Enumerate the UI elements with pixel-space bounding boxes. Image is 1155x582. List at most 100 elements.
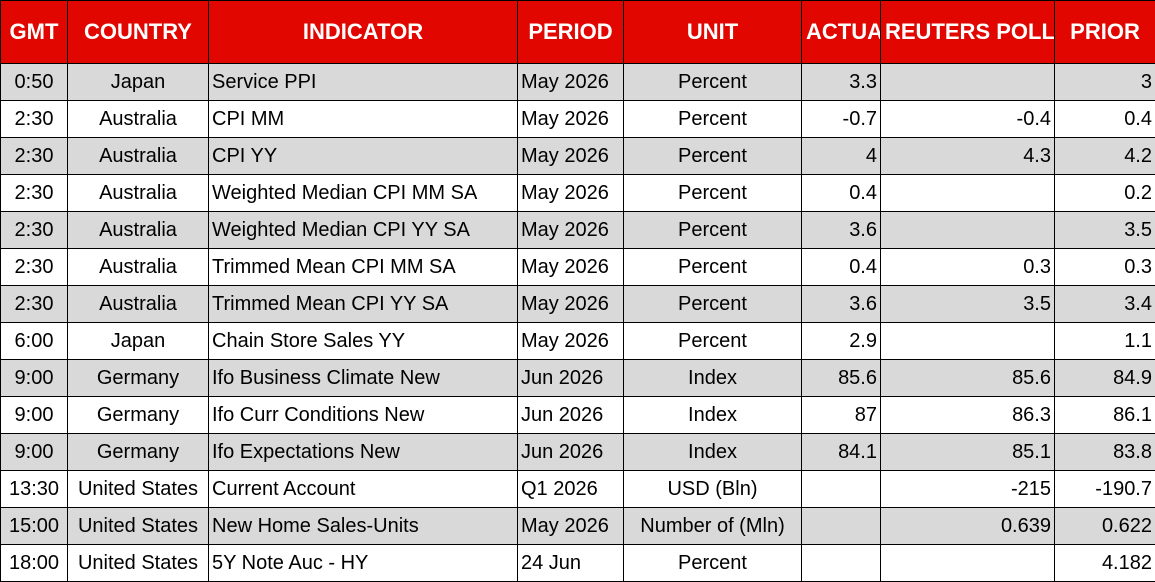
cell-actual: 87	[802, 397, 881, 434]
cell-unit: Percent	[624, 64, 802, 101]
cell-unit: Percent	[624, 545, 802, 582]
cell-prior: 84.9	[1055, 360, 1155, 397]
cell-indicator: Service PPI	[209, 64, 518, 101]
cell-country: Australia	[68, 212, 209, 249]
cell-prior: 1.1	[1055, 323, 1155, 360]
header-country: COUNTRY	[68, 1, 209, 64]
cell-actual: 2.9	[802, 323, 881, 360]
cell-unit: Percent	[624, 249, 802, 286]
header-reuters-poll: REUTERS POLL	[881, 1, 1055, 64]
cell-reuters-poll: -0.4	[881, 101, 1055, 138]
cell-reuters-poll: 85.1	[881, 434, 1055, 471]
cell-actual: 3.6	[802, 286, 881, 323]
cell-unit: Percent	[624, 212, 802, 249]
cell-period: May 2026	[518, 175, 624, 212]
cell-unit: Percent	[624, 175, 802, 212]
cell-gmt: 2:30	[1, 101, 68, 138]
cell-actual: 0.4	[802, 249, 881, 286]
header-row: GMT COUNTRY INDICATOR PERIOD UNIT ACTUAL…	[1, 1, 1155, 64]
cell-reuters-poll: 3.5	[881, 286, 1055, 323]
cell-actual	[802, 545, 881, 582]
cell-indicator: Weighted Median CPI YY SA	[209, 212, 518, 249]
cell-unit: Percent	[624, 323, 802, 360]
cell-unit: USD (Bln)	[624, 471, 802, 508]
cell-reuters-poll: 0.3	[881, 249, 1055, 286]
cell-indicator: Chain Store Sales YY	[209, 323, 518, 360]
cell-indicator: CPI YY	[209, 138, 518, 175]
cell-country: United States	[68, 545, 209, 582]
cell-gmt: 9:00	[1, 397, 68, 434]
cell-reuters-poll: 85.6	[881, 360, 1055, 397]
cell-country: Germany	[68, 360, 209, 397]
cell-country: United States	[68, 508, 209, 545]
cell-actual: 3.3	[802, 64, 881, 101]
cell-period: May 2026	[518, 138, 624, 175]
cell-gmt: 0:50	[1, 64, 68, 101]
cell-country: Germany	[68, 397, 209, 434]
cell-actual: 0.4	[802, 175, 881, 212]
cell-prior: 83.8	[1055, 434, 1155, 471]
cell-prior: 3.4	[1055, 286, 1155, 323]
cell-country: Germany	[68, 434, 209, 471]
cell-period: May 2026	[518, 323, 624, 360]
cell-gmt: 2:30	[1, 249, 68, 286]
cell-reuters-poll: 86.3	[881, 397, 1055, 434]
cell-prior: 0.4	[1055, 101, 1155, 138]
cell-prior: 0.3	[1055, 249, 1155, 286]
cell-actual	[802, 508, 881, 545]
cell-prior: -190.7	[1055, 471, 1155, 508]
cell-period: May 2026	[518, 64, 624, 101]
header-gmt: GMT	[1, 1, 68, 64]
cell-prior: 0.2	[1055, 175, 1155, 212]
cell-actual: -0.7	[802, 101, 881, 138]
cell-gmt: 2:30	[1, 175, 68, 212]
cell-indicator: Weighted Median CPI MM SA	[209, 175, 518, 212]
cell-prior: 4.2	[1055, 138, 1155, 175]
cell-period: Jun 2026	[518, 397, 624, 434]
cell-period: May 2026	[518, 286, 624, 323]
header-period: PERIOD	[518, 1, 624, 64]
cell-prior: 4.182	[1055, 545, 1155, 582]
cell-period: May 2026	[518, 508, 624, 545]
cell-period: Jun 2026	[518, 434, 624, 471]
cell-country: Australia	[68, 249, 209, 286]
cell-country: Japan	[68, 64, 209, 101]
cell-unit: Percent	[624, 138, 802, 175]
cell-reuters-poll: 4.3	[881, 138, 1055, 175]
cell-gmt: 6:00	[1, 323, 68, 360]
cell-prior: 3.5	[1055, 212, 1155, 249]
cell-country: Australia	[68, 138, 209, 175]
cell-gmt: 9:00	[1, 434, 68, 471]
cell-unit: Percent	[624, 101, 802, 138]
cell-indicator: CPI MM	[209, 101, 518, 138]
cell-period: May 2026	[518, 249, 624, 286]
cell-country: Australia	[68, 286, 209, 323]
cell-indicator: Current Account	[209, 471, 518, 508]
cell-indicator: Ifo Curr Conditions New	[209, 397, 518, 434]
cell-country: Japan	[68, 323, 209, 360]
cell-indicator: New Home Sales-Units	[209, 508, 518, 545]
cell-gmt: 13:30	[1, 471, 68, 508]
cell-period: Q1 2026	[518, 471, 624, 508]
cell-actual: 3.6	[802, 212, 881, 249]
cell-unit: Percent	[624, 286, 802, 323]
cell-country: United States	[68, 471, 209, 508]
cell-reuters-poll	[881, 545, 1055, 582]
cell-reuters-poll	[881, 323, 1055, 360]
cell-country: Australia	[68, 175, 209, 212]
cell-period: May 2026	[518, 101, 624, 138]
cell-indicator: Trimmed Mean CPI YY SA	[209, 286, 518, 323]
cell-reuters-poll	[881, 212, 1055, 249]
cell-actual	[802, 471, 881, 508]
